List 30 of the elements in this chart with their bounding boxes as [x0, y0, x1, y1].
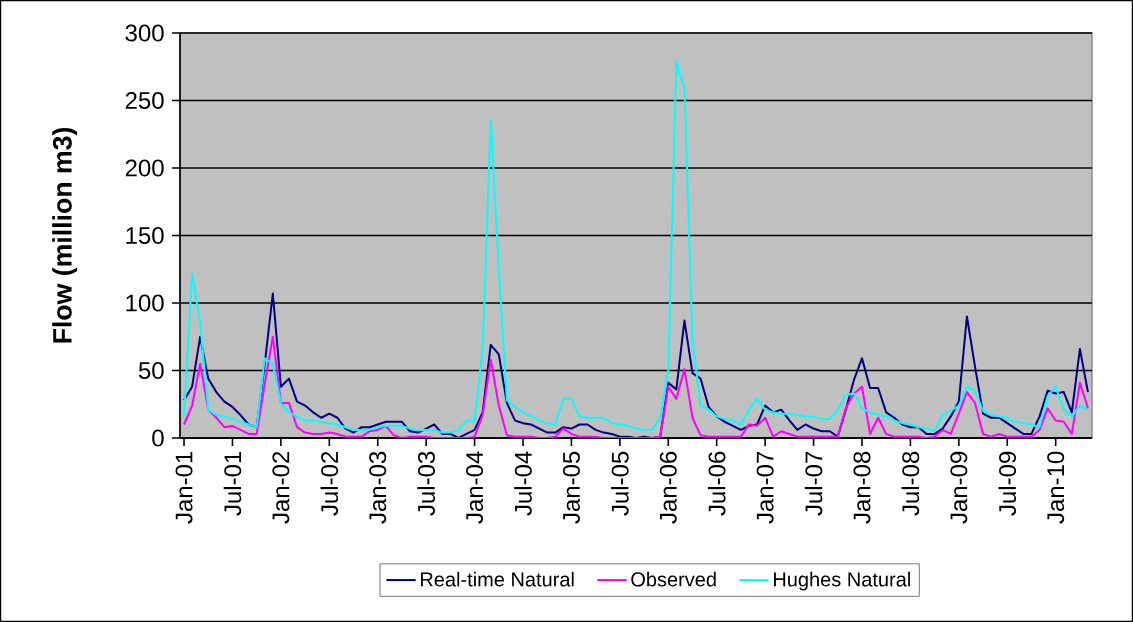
- x-tick-label: Jan-10: [1047, 451, 1065, 524]
- legend-label: Hughes Natural: [773, 571, 910, 591]
- x-tick-label: Jul-06: [707, 451, 726, 516]
- y-tick-label: 50: [138, 361, 164, 379]
- x-tick-label: Jan-04: [466, 451, 484, 524]
- y-tick-label: 150: [126, 226, 164, 244]
- x-tick-label: Jul-02: [320, 451, 339, 516]
- x-tick-label: Jan-05: [562, 451, 580, 524]
- x-tick-label: Jul-04: [514, 451, 532, 516]
- x-tick-label: Jul-09: [998, 451, 1017, 516]
- y-tick-label: 100: [126, 294, 164, 312]
- x-tick-label: Jan-09: [950, 451, 968, 524]
- y-tick-label: 200: [125, 159, 164, 177]
- x-tick-label: Jan-07: [756, 451, 774, 524]
- y-tick-label: 0: [152, 429, 164, 447]
- legend-label: Real-time Natural: [421, 571, 574, 587]
- x-tick-label: Jan-02: [272, 451, 290, 524]
- x-tick-label: Jul-07: [804, 451, 823, 516]
- x-tick-label: Jan-06: [659, 451, 677, 524]
- y-tick-label: 250: [125, 91, 164, 109]
- x-tick-label: Jan-03: [369, 451, 387, 524]
- x-tick-label: Jul-03: [417, 451, 435, 516]
- y-tick-label: 300: [125, 24, 164, 42]
- x-tick-label: Jul-08: [901, 451, 920, 516]
- x-tick-label: Jul-01: [223, 451, 242, 516]
- x-tick-label: Jul-05: [611, 451, 629, 516]
- x-tick-label: Jan-01: [175, 451, 193, 524]
- legend-label: Observed: [631, 571, 716, 587]
- x-tick-label: Jan-08: [853, 451, 871, 524]
- y-axis-title: Flow (million m3): [52, 127, 78, 343]
